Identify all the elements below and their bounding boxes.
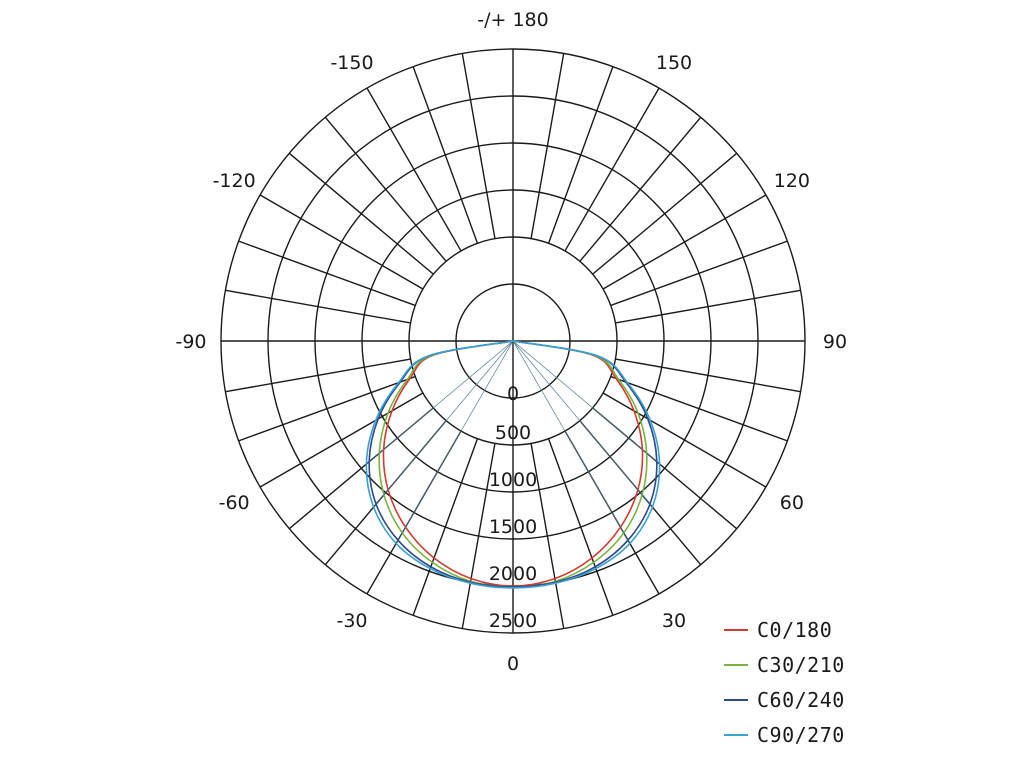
series-ray-c90-270 [512,340,653,508]
legend-swatch-c60-240 [724,698,748,701]
legend-label-c30-210: C30/210 [757,652,845,677]
radial-label: 1500 [489,516,537,538]
grid-spoke [259,392,424,488]
grid-spoke [324,116,447,262]
radial-label: 500 [495,422,531,444]
grid-spoke [547,438,614,616]
legend-label-c90-270: C90/270 [757,722,845,747]
grid-spoke [238,240,416,307]
radial-label: 0 [507,383,519,405]
grid-spoke [225,358,411,393]
radial-labels: 0 500 1000 1500 2000 2500 [489,383,537,632]
grid-spoke [602,194,767,290]
grid-spoke [592,152,738,275]
angle-label: -150 [330,52,373,74]
legend-swatch-c30-210 [724,663,748,666]
grid-spoke [412,66,479,244]
series-ray-c90-270 [395,340,514,544]
series-ray-c90-270 [512,340,631,544]
series-line-c60-240 [368,340,658,588]
legend-item-c0-180: C0/180 [724,612,924,647]
angle-labels: 0 30 60 90 120 150 -/+ 180 -150 -120 -90 -60 -30 [175,9,847,675]
legend-swatch-c90-270 [724,733,748,736]
series-ray-c90-270 [373,340,514,508]
legend-item-c60-240: C60/240 [724,682,924,717]
series-line-c0-180 [382,340,644,587]
radial-label: 2000 [489,563,537,585]
series-ray-c90-270 [366,340,514,465]
grid-spoke [547,66,614,244]
grid-spoke [564,87,660,252]
grid-spoke [530,53,565,239]
legend: C0/180 C30/210 C60/240 C90/270 [724,612,924,752]
grid-spoke [615,289,801,324]
angle-label: -90 [175,331,206,353]
angle-label: -30 [336,610,367,632]
grid-spoke [602,392,767,488]
grid-spoke [579,116,702,262]
legend-label-c0-180: C0/180 [757,617,833,642]
grid-spoke [366,87,462,252]
angle-label: 90 [823,331,847,353]
legend-item-c30-210: C30/210 [724,647,924,682]
legend-item-c90-270: C90/270 [724,717,924,752]
angle-label: 0 [507,653,519,675]
grid-spoke [461,53,496,239]
angle-label: -/+ 180 [477,9,548,31]
angle-label: 60 [780,492,804,514]
grid-spoke [615,358,801,393]
angle-label: 150 [656,52,692,74]
series-ray-c90-270 [512,340,660,465]
grid-spoke [461,443,496,629]
radial-label: 2500 [489,610,537,632]
angle-label: -120 [213,170,256,192]
series-line-c90-270 [365,340,661,589]
grid-spoke [530,443,565,629]
angle-label: 30 [662,610,686,632]
angle-label: 120 [774,170,810,192]
grid-spoke [238,375,416,442]
grid-spoke [259,194,424,290]
series-curves [365,340,661,589]
legend-label-c60-240: C60/240 [757,687,845,712]
grid-spoke [610,375,788,442]
radial-label: 1000 [489,469,537,491]
legend-swatch-c0-180 [724,628,748,631]
angle-label: -60 [219,492,250,514]
grid-spoke [412,438,479,616]
grid-spoke [610,240,788,307]
grid-spoke [288,152,434,275]
grid-spoke [225,289,411,324]
